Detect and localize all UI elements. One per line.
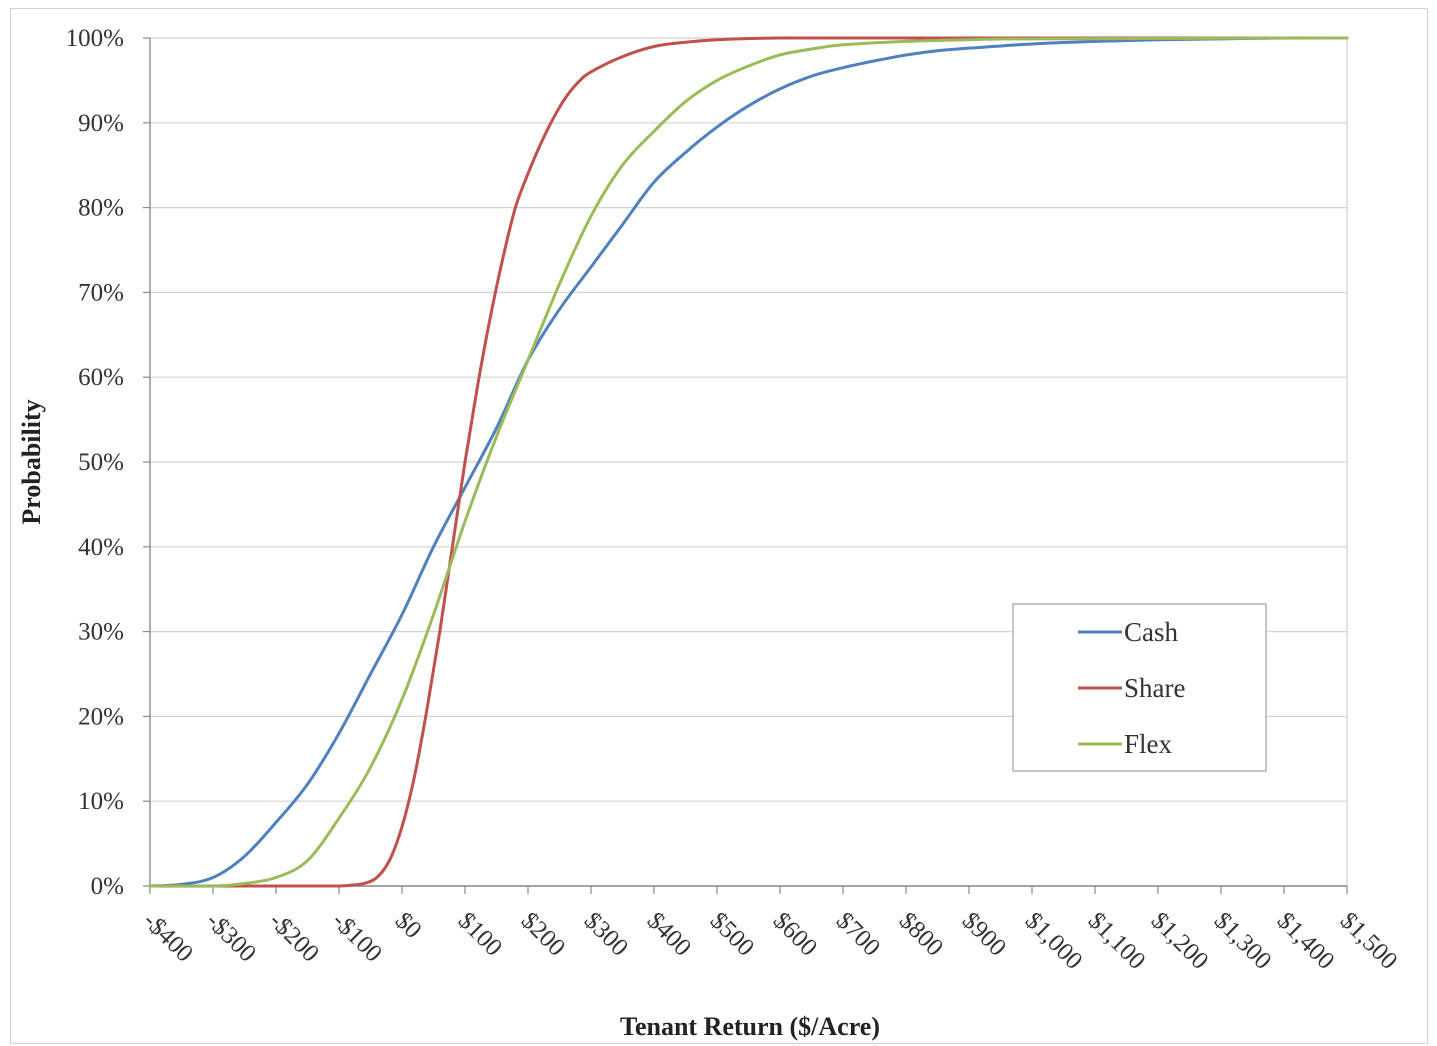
y-tick-label: 10% [78, 788, 124, 815]
x-tick-label: $1,100 [1083, 907, 1151, 975]
x-tick-label: $500 [705, 907, 759, 961]
x-tick-label: $1,200 [1146, 907, 1214, 975]
x-tick-label: $1,400 [1272, 907, 1340, 975]
x-tick-label: $100 [453, 907, 507, 961]
series-lines [148, 36, 1349, 888]
legend: Cash Share Flex [1012, 603, 1267, 772]
legend-label-share: Share [1124, 673, 1185, 703]
x-axis-title: Tenant Return ($/Acre) [620, 1012, 880, 1041]
x-tick-label: -$200 [264, 907, 324, 967]
y-tick-label: 60% [78, 364, 124, 391]
y-tick-label: 20% [78, 703, 124, 730]
x-tick-label: $1,000 [1020, 907, 1088, 975]
y-tick-label: 30% [78, 619, 124, 646]
y-tick-label: 40% [78, 534, 124, 561]
x-tick-label: $1,300 [1209, 907, 1277, 975]
y-tick-label: 100% [66, 25, 124, 52]
legend-box [1012, 603, 1267, 772]
y-tick-label: 80% [78, 195, 124, 222]
legend-label-flex: Flex [1124, 729, 1173, 759]
chart-frame [10, 8, 1428, 1044]
series-line-share [148, 36, 1349, 888]
series-line-cash [148, 36, 1349, 888]
x-tick-label: -$300 [201, 907, 261, 967]
x-tick-label: $800 [894, 907, 948, 961]
y-tick-label: 90% [78, 110, 124, 137]
y-tick-label: 50% [78, 449, 124, 476]
x-tick-label: $0 [390, 907, 427, 944]
y-tick-labels: 0% 10% 20% 30% 40% 50% 60% 70% 80% 90% 100% [66, 25, 124, 900]
x-tick-label: $300 [579, 907, 633, 961]
x-tick-label: $1,500 [1335, 907, 1403, 975]
x-tick-label: $700 [831, 907, 885, 961]
x-tick-labels: -$400 -$300 -$200 -$100 $0 $100 $200 $300 $400 $5… [138, 907, 1403, 975]
x-tick-label: $400 [642, 907, 696, 961]
series-line-flex [148, 36, 1349, 888]
y-tick-label: 0% [91, 873, 124, 900]
x-tick-label: -$100 [327, 907, 387, 967]
y-tick-label: 70% [78, 279, 124, 306]
x-tick-label: $900 [957, 907, 1011, 961]
x-tick-label: $600 [768, 907, 822, 961]
y-axis-title: Probability [17, 399, 46, 524]
legend-label-cash: Cash [1124, 617, 1179, 647]
x-tick-label: -$400 [138, 907, 198, 967]
x-tick-label: $200 [516, 907, 570, 961]
